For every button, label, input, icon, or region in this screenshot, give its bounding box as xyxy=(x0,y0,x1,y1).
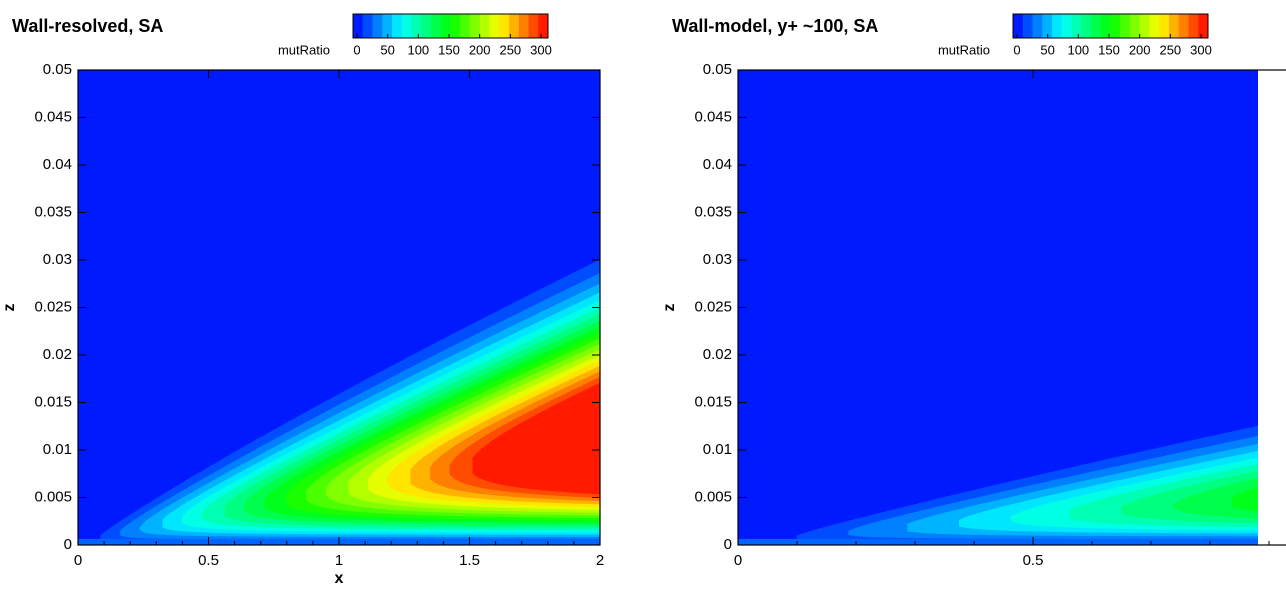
y-tick-label: 0.025 xyxy=(694,298,732,315)
colorbar-band xyxy=(1130,14,1140,38)
colorbar-band xyxy=(1013,14,1023,38)
colorbar-label: mutRatio xyxy=(938,42,990,57)
colorbar-band xyxy=(470,14,480,38)
y-tick-label: 0.045 xyxy=(694,108,732,125)
colorbar-band xyxy=(1052,14,1062,38)
colorbar-tick-label: 100 xyxy=(1067,42,1089,57)
x-tick-label: 1.5 xyxy=(459,552,480,569)
x-tick-label: 1 xyxy=(335,552,343,569)
colorbar-band xyxy=(460,14,470,38)
y-tick-label: 0.02 xyxy=(43,346,72,363)
colorbar-tick-label: 250 xyxy=(1159,42,1181,57)
colorbar-tick-label: 250 xyxy=(499,42,521,57)
y-tick-label: 0.01 xyxy=(703,441,732,458)
y-tick-label: 0.01 xyxy=(43,441,72,458)
y-tick-label: 0.03 xyxy=(43,251,72,268)
y-tick-label: 0.03 xyxy=(703,251,732,268)
colorbar-band xyxy=(538,14,548,38)
contour-field xyxy=(738,70,1286,545)
colorbar-band xyxy=(451,14,461,38)
colorbar-tick-label: 0 xyxy=(353,42,360,57)
colorbar-band xyxy=(1140,14,1150,38)
y-tick-label: 0.005 xyxy=(34,488,72,505)
y-tick-label: 0.04 xyxy=(43,156,72,173)
colorbar-tick-label: 200 xyxy=(1129,42,1151,57)
colorbar-band xyxy=(1198,14,1208,38)
y-tick-label: 0.02 xyxy=(703,346,732,363)
y-axis-label: z xyxy=(1,304,18,312)
colorbar-band xyxy=(1179,14,1189,38)
colorbar-tick-label: 150 xyxy=(1098,42,1120,57)
colorbar-band xyxy=(363,14,373,38)
colorbar-band xyxy=(1120,14,1130,38)
colorbar-band xyxy=(1189,14,1199,38)
colorbar-band xyxy=(1072,14,1082,38)
colorbar-band xyxy=(402,14,412,38)
y-tick-label: 0.025 xyxy=(34,298,72,315)
colorbar-band xyxy=(421,14,431,38)
colorbar-band xyxy=(1159,14,1169,38)
x-tick-label: 0.5 xyxy=(198,552,219,569)
colorbar-tick-label: 150 xyxy=(438,42,460,57)
colorbar-band xyxy=(1091,14,1101,38)
colorbar-tick-label: 50 xyxy=(1040,42,1054,57)
colorbar-band xyxy=(1111,14,1121,38)
colorbar-band xyxy=(1150,14,1160,38)
panel: Wall-model, y+ ~100, SA mutRatio 0 50 100 150… xyxy=(661,14,1286,587)
colorbar-band xyxy=(490,14,500,38)
colorbar-band xyxy=(392,14,402,38)
contour-field xyxy=(78,70,600,545)
x-tick-label: 0 xyxy=(74,552,82,569)
colorbar-label: mutRatio xyxy=(278,42,330,57)
colorbar-band xyxy=(1033,14,1043,38)
y-tick-label: 0 xyxy=(724,536,732,553)
colorbar-tick-label: 200 xyxy=(469,42,491,57)
colorbar-tick-label: 300 xyxy=(530,42,552,57)
y-tick-label: 0.035 xyxy=(694,203,732,220)
wall-strip xyxy=(738,539,1286,545)
y-tick-label: 0.035 xyxy=(34,203,72,220)
colorbar-band xyxy=(519,14,529,38)
colorbar-band xyxy=(1081,14,1091,38)
colorbar-tick-label: 50 xyxy=(380,42,394,57)
colorbar-band xyxy=(373,14,383,38)
y-tick-label: 0.015 xyxy=(34,393,72,410)
y-tick-label: 0.015 xyxy=(694,393,732,410)
y-tick-label: 0.05 xyxy=(43,61,72,78)
colorbar-band xyxy=(529,14,539,38)
x-axis-label: x xyxy=(335,570,344,587)
colorbar-band xyxy=(412,14,422,38)
y-tick-label: 0 xyxy=(64,536,72,553)
y-tick-label: 0.045 xyxy=(34,108,72,125)
x-tick-label: 0 xyxy=(734,552,742,569)
y-axis-label: z xyxy=(661,304,678,312)
x-tick-label: 0.5 xyxy=(1023,552,1044,569)
chart-title: Wall-model, y+ ~100, SA xyxy=(672,16,878,36)
y-tick-label: 0.005 xyxy=(694,488,732,505)
y-tick-label: 0.04 xyxy=(703,156,732,173)
y-tick-label: 0.05 xyxy=(703,61,732,78)
colorbar-tick-label: 300 xyxy=(1190,42,1212,57)
colorbar-tick-label: 0 xyxy=(1013,42,1020,57)
colorbar-band xyxy=(499,14,509,38)
colorbar-tick-label: 100 xyxy=(407,42,429,57)
colorbar-band xyxy=(1023,14,1033,38)
colorbar-band xyxy=(1062,14,1072,38)
colorbar-band xyxy=(353,14,363,38)
x-tick-label: 2 xyxy=(596,552,604,569)
colorbar-band xyxy=(480,14,490,38)
colorbar-band xyxy=(431,14,441,38)
chart-title: Wall-resolved, SA xyxy=(12,16,163,36)
